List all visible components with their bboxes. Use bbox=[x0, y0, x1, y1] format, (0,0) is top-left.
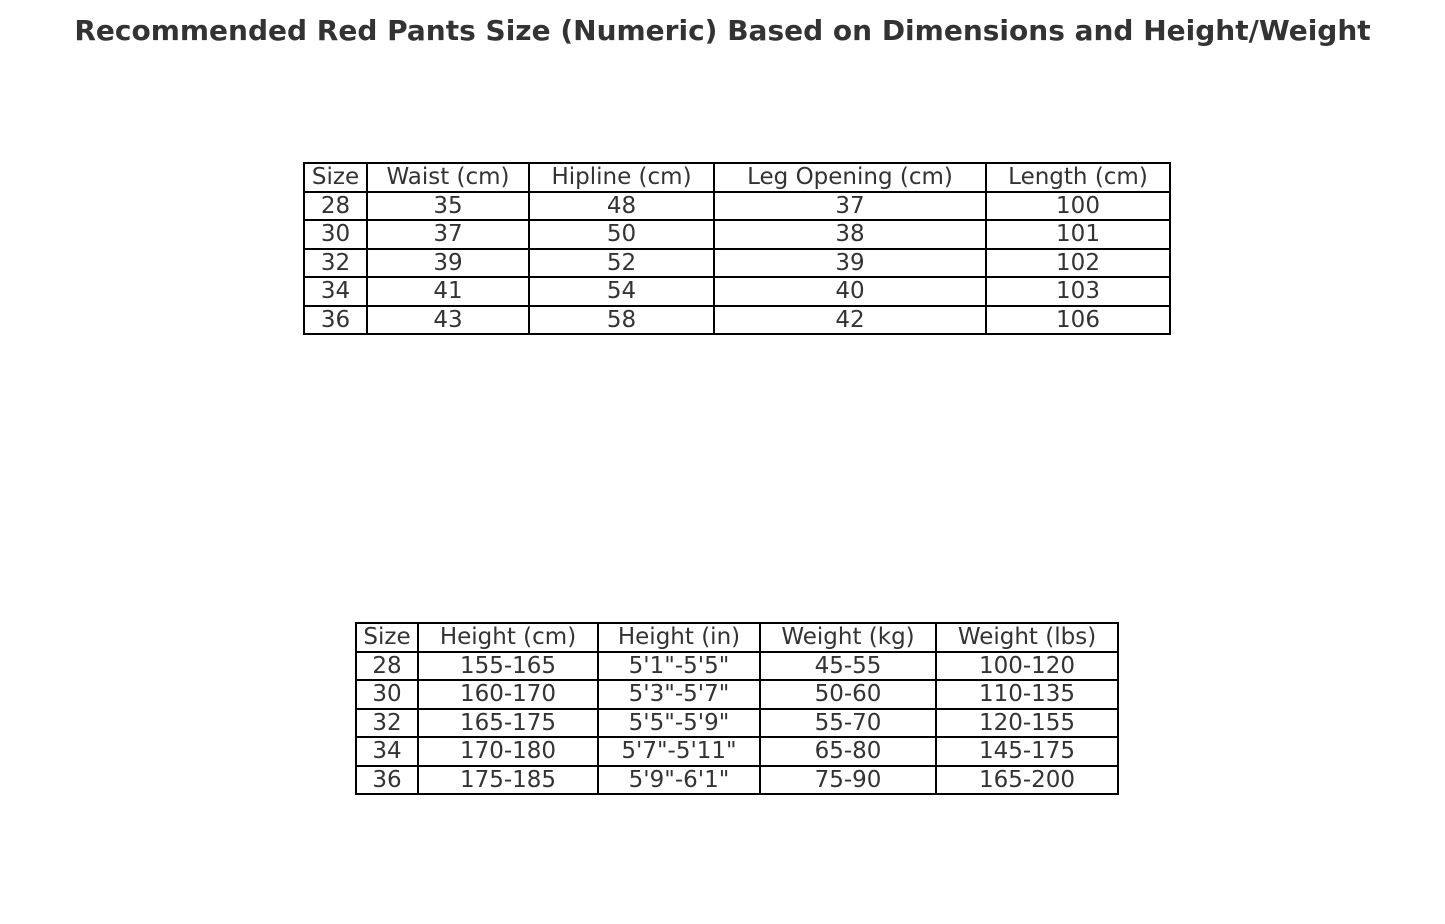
header-row: Size Waist (cm) Hipline (cm) Leg Opening (c… bbox=[303, 162, 1171, 193]
column-header: Length (cm) bbox=[985, 162, 1171, 193]
table-cell: 101 bbox=[985, 219, 1171, 250]
table-cell: 48 bbox=[528, 190, 715, 221]
table-cell: 5'3"-5'7" bbox=[597, 679, 761, 710]
table-cell: 165-175 bbox=[417, 707, 599, 738]
table-cell: 52 bbox=[528, 247, 715, 278]
table-cell: 32 bbox=[355, 707, 419, 738]
table-cell: 5'1"-5'5" bbox=[597, 650, 761, 681]
table-cell: 50-60 bbox=[759, 679, 937, 710]
table-cell: 5'9"-6'1" bbox=[597, 764, 761, 795]
table-cell: 5'5"-5'9" bbox=[597, 707, 761, 738]
table-cell: 65-80 bbox=[759, 736, 937, 767]
table-cell: 43 bbox=[366, 304, 530, 335]
table-row: 30 37 50 38 101 bbox=[303, 219, 1171, 250]
table-row: 30 160-170 5'3"-5'7" 50-60 110-135 bbox=[355, 679, 1119, 710]
table-cell: 40 bbox=[713, 276, 987, 307]
table-cell: 39 bbox=[713, 247, 987, 278]
table-cell: 55-70 bbox=[759, 707, 937, 738]
column-header: Weight (lbs) bbox=[935, 622, 1119, 653]
table-row: 36 175-185 5'9"-6'1" 75-90 165-200 bbox=[355, 764, 1119, 795]
table-cell: 36 bbox=[355, 764, 419, 795]
table-cell: 103 bbox=[985, 276, 1171, 307]
table-cell: 58 bbox=[528, 304, 715, 335]
table-row: 36 43 58 42 106 bbox=[303, 304, 1171, 335]
table-cell: 35 bbox=[366, 190, 530, 221]
table-cell: 39 bbox=[366, 247, 530, 278]
table-cell: 28 bbox=[303, 190, 368, 221]
table-cell: 50 bbox=[528, 219, 715, 250]
height-weight-table: Size Height (cm) Height (in) Weight (kg) Wei… bbox=[355, 622, 1119, 795]
table-cell: 32 bbox=[303, 247, 368, 278]
table-cell: 155-165 bbox=[417, 650, 599, 681]
table-row: 32 39 52 39 102 bbox=[303, 247, 1171, 278]
table-cell: 34 bbox=[355, 736, 419, 767]
table-cell: 110-135 bbox=[935, 679, 1119, 710]
table-cell: 120-155 bbox=[935, 707, 1119, 738]
table-cell: 41 bbox=[366, 276, 530, 307]
table-cell: 170-180 bbox=[417, 736, 599, 767]
header-row: Size Height (cm) Height (in) Weight (kg) Wei… bbox=[355, 622, 1119, 653]
table-cell: 75-90 bbox=[759, 764, 937, 795]
table-cell: 5'7"-5'11" bbox=[597, 736, 761, 767]
column-header: Size bbox=[355, 622, 419, 653]
table-cell: 100-120 bbox=[935, 650, 1119, 681]
table-cell: 102 bbox=[985, 247, 1171, 278]
table-cell: 145-175 bbox=[935, 736, 1119, 767]
table-row: 34 41 54 40 103 bbox=[303, 276, 1171, 307]
table-cell: 37 bbox=[713, 190, 987, 221]
table-cell: 45-55 bbox=[759, 650, 937, 681]
table-cell: 30 bbox=[303, 219, 368, 250]
table-row: 28 155-165 5'1"-5'5" 45-55 100-120 bbox=[355, 650, 1119, 681]
table-cell: 36 bbox=[303, 304, 368, 335]
table-cell: 38 bbox=[713, 219, 987, 250]
column-header: Height (in) bbox=[597, 622, 761, 653]
table-cell: 37 bbox=[366, 219, 530, 250]
table-cell: 175-185 bbox=[417, 764, 599, 795]
table-row: 34 170-180 5'7"-5'11" 65-80 145-175 bbox=[355, 736, 1119, 767]
table-cell: 165-200 bbox=[935, 764, 1119, 795]
table-cell: 42 bbox=[713, 304, 987, 335]
table-cell: 30 bbox=[355, 679, 419, 710]
column-header: Leg Opening (cm) bbox=[713, 162, 987, 193]
column-header: Weight (kg) bbox=[759, 622, 937, 653]
table-row: 28 35 48 37 100 bbox=[303, 190, 1171, 221]
table-cell: 28 bbox=[355, 650, 419, 681]
table-cell: 106 bbox=[985, 304, 1171, 335]
column-header: Size bbox=[303, 162, 368, 193]
table-cell: 160-170 bbox=[417, 679, 599, 710]
chart-title: Recommended Red Pants Size (Numeric) Bas… bbox=[74, 14, 1371, 47]
table-cell: 34 bbox=[303, 276, 368, 307]
column-header: Height (cm) bbox=[417, 622, 599, 653]
column-header: Hipline (cm) bbox=[528, 162, 715, 193]
column-header: Waist (cm) bbox=[366, 162, 530, 193]
table-cell: 54 bbox=[528, 276, 715, 307]
table-cell: 100 bbox=[985, 190, 1171, 221]
table-row: 32 165-175 5'5"-5'9" 55-70 120-155 bbox=[355, 707, 1119, 738]
dimensions-table: Size Waist (cm) Hipline (cm) Leg Opening (c… bbox=[303, 162, 1171, 335]
